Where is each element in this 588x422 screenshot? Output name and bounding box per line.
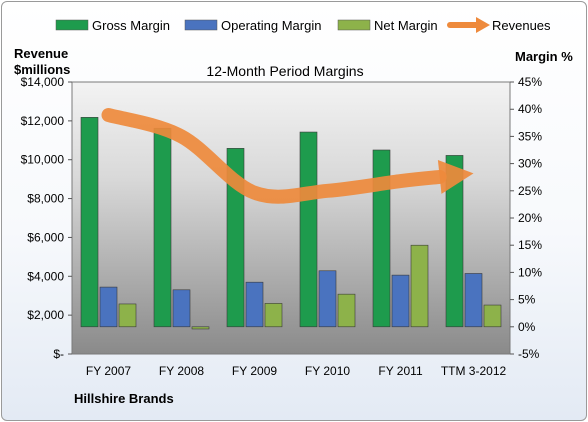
x-tick-label: FY 2011 xyxy=(378,364,423,378)
revenue-line-series xyxy=(101,108,474,204)
left-tick-label: $8,000 xyxy=(27,192,64,206)
right-axis-ticks: -5% 0% 5% 10% 15% 20% 25% 30% 35% 40% 45% xyxy=(510,75,542,361)
right-tick-label: 25% xyxy=(518,184,542,198)
right-tick-label: 35% xyxy=(518,129,542,143)
left-tick-label: $12,000 xyxy=(21,114,65,128)
x-tick-label: FY 2009 xyxy=(232,364,277,378)
legend-swatch-net-margin xyxy=(337,19,371,31)
right-tick-label: 5% xyxy=(518,293,536,307)
left-tick-label: $10,000 xyxy=(21,153,65,167)
bar-operating-margin xyxy=(172,289,191,328)
bar-net-margin xyxy=(118,303,137,328)
bar-operating-margin xyxy=(245,281,264,328)
bar-gross-margin xyxy=(372,149,391,328)
left-tick-label: $14,000 xyxy=(21,75,65,89)
legend-label-net-margin: Net Margin xyxy=(374,18,438,33)
legend-item-net-margin: Net Margin xyxy=(337,18,438,33)
bar-series xyxy=(80,117,502,330)
left-axis-title-line2: $millions xyxy=(14,62,70,77)
right-tick-label: -5% xyxy=(518,347,540,361)
bar-gross-margin xyxy=(445,155,464,328)
right-tick-label: 30% xyxy=(518,157,542,171)
x-tick-label: TTM 3-2012 xyxy=(441,364,507,378)
x-tick-label: FY 2010 xyxy=(305,364,350,378)
legend-item-revenues: Revenues xyxy=(447,17,551,33)
left-axis-ticks: $- $2,000 $4,000 $6,000 $8,000 $10,000 $12,000… xyxy=(21,75,72,361)
legend: Gross Margin Operating Margin Net Margin… xyxy=(55,17,551,33)
bar-gross-margin xyxy=(299,131,318,328)
left-tick-label: $- xyxy=(53,347,64,361)
legend-arrowhead-revenues xyxy=(476,17,490,33)
legend-label-revenues: Revenues xyxy=(492,18,551,33)
bar-gross-margin xyxy=(80,117,99,328)
bar-gross-margin xyxy=(153,127,172,328)
right-tick-label: 20% xyxy=(518,211,542,225)
bar-operating-margin xyxy=(318,270,337,328)
x-tick-label: FY 2008 xyxy=(159,364,204,378)
legend-item-operating-margin: Operating Margin xyxy=(184,18,321,33)
left-tick-label: $6,000 xyxy=(27,230,64,244)
bar-operating-margin xyxy=(391,274,410,328)
bar-net-margin xyxy=(483,304,502,328)
bar-operating-margin xyxy=(99,286,118,328)
right-tick-label: 10% xyxy=(518,265,542,279)
right-tick-label: 45% xyxy=(518,75,542,89)
right-axis-title: Margin % xyxy=(515,49,573,64)
left-axis-title-line1: Revenue xyxy=(14,46,68,61)
bar-net-margin xyxy=(191,326,210,330)
bar-net-margin xyxy=(264,303,283,328)
legend-swatch-operating-margin xyxy=(184,19,218,31)
legend-label-operating-margin: Operating Margin xyxy=(221,18,321,33)
revenue-arrowhead xyxy=(437,160,474,194)
legend-label-gross-margin: Gross Margin xyxy=(92,18,170,33)
x-axis-ticks: FY 2007 FY 2008 FY 2009 FY 2010 FY 2011 TTM 3… xyxy=(86,364,507,378)
right-tick-label: 0% xyxy=(518,320,536,334)
company-name: Hillshire Brands xyxy=(74,391,174,406)
legend-swatch-gross-margin xyxy=(55,19,89,31)
chart-title: 12-Month Period Margins xyxy=(206,63,363,79)
x-tick-label: FY 2007 xyxy=(86,364,131,378)
right-tick-label: 40% xyxy=(518,102,542,116)
bar-operating-margin xyxy=(464,273,483,328)
left-tick-label: $2,000 xyxy=(27,308,64,322)
right-tick-label: 15% xyxy=(518,238,542,252)
bar-net-margin xyxy=(337,293,356,328)
left-tick-label: $4,000 xyxy=(27,269,64,283)
revenue-line xyxy=(101,108,447,204)
legend-item-gross-margin: Gross Margin xyxy=(55,18,170,33)
bar-net-margin xyxy=(410,244,429,328)
